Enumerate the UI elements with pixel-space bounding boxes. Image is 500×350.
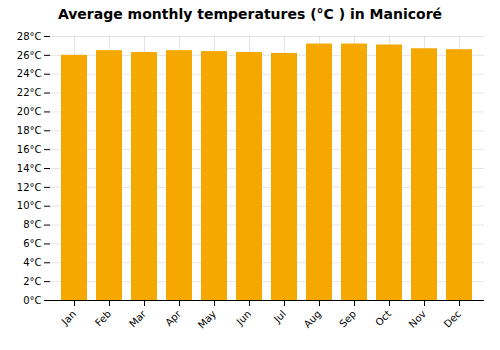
- svg-text:26°C: 26°C: [17, 50, 42, 61]
- svg-text:0°C: 0°C: [23, 295, 41, 306]
- svg-text:Sep: Sep: [337, 308, 358, 329]
- svg-text:Jul: Jul: [271, 308, 288, 325]
- svg-text:Oct: Oct: [373, 308, 393, 328]
- svg-text:6°C: 6°C: [23, 238, 41, 249]
- svg-text:16°C: 16°C: [17, 144, 42, 155]
- svg-text:Nov: Nov: [407, 308, 429, 330]
- svg-text:2°C: 2°C: [23, 276, 41, 287]
- svg-text:20°C: 20°C: [17, 106, 42, 117]
- svg-text:12°C: 12°C: [17, 182, 42, 193]
- svg-text:22°C: 22°C: [17, 87, 42, 98]
- svg-text:May: May: [196, 308, 218, 330]
- svg-text:18°C: 18°C: [17, 125, 42, 136]
- html-text:Average monthly temperatures (: Average monthly temperatures (°C ) in Ma…: [57, 6, 443, 22]
- svg-text:Mar: Mar: [127, 308, 149, 330]
- svg-text:Feb: Feb: [93, 308, 113, 328]
- svg-text:24°C: 24°C: [17, 68, 42, 79]
- svg-text:Jun: Jun: [234, 308, 254, 328]
- svg-text:28°C: 28°C: [17, 31, 42, 42]
- svg-text:14°C: 14°C: [17, 163, 42, 174]
- svg-text:8°C: 8°C: [23, 219, 41, 230]
- svg-text:Apr: Apr: [163, 308, 184, 329]
- svg-text:Dec: Dec: [442, 308, 463, 329]
- svg-text:Jan: Jan: [59, 308, 78, 327]
- svg-text:10°C: 10°C: [17, 200, 42, 211]
- svg-text:4°C: 4°C: [23, 257, 41, 268]
- svg-text:Aug: Aug: [302, 308, 324, 330]
